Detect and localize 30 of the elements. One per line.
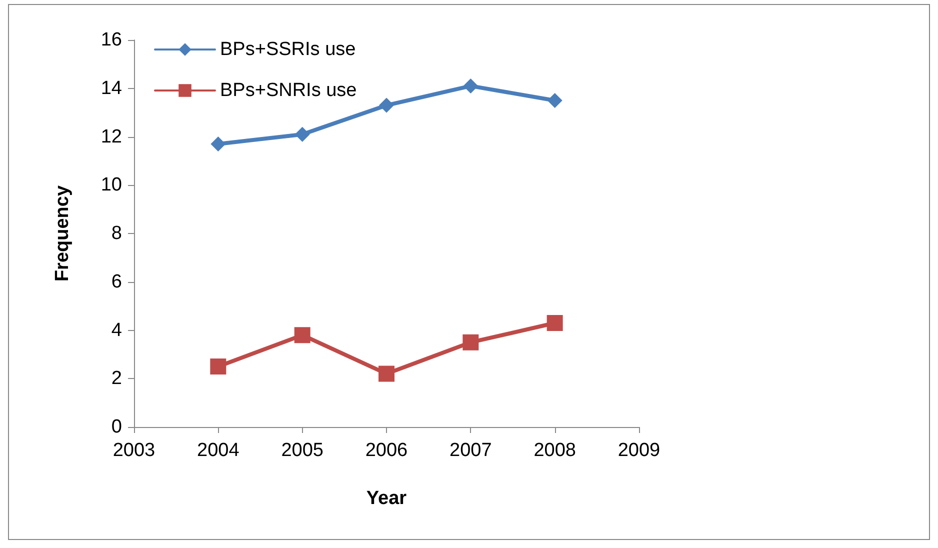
point: [378, 366, 394, 382]
point: [547, 92, 562, 108]
y-axis-title: Frequency: [52, 185, 73, 282]
y-tick-label: 2: [111, 368, 122, 390]
x-tick-label: 2006: [365, 440, 408, 461]
y-tick-label: 4: [111, 320, 122, 341]
legend-label: BPs+SNRIs use: [220, 80, 357, 101]
y-tick-label: 10: [100, 174, 122, 196]
y-tick-label: 0: [111, 416, 122, 438]
x-tick-label: 2007: [450, 440, 492, 461]
point: [210, 358, 226, 375]
y-tick-label: 8: [111, 223, 122, 244]
x-tick-label: 2004: [197, 440, 240, 461]
y-tick-label: 12: [100, 126, 122, 148]
point: [463, 78, 478, 94]
point: [294, 327, 310, 344]
point: [546, 314, 563, 331]
x-axis-title: Year: [366, 488, 408, 509]
y-tick-label: 14: [100, 78, 122, 99]
x-tick-label: 2005: [281, 440, 324, 461]
point: [379, 98, 394, 113]
legend-label: BPs+SSRIs use: [220, 39, 356, 60]
point: [462, 334, 479, 350]
x-tick-label: 2009: [618, 440, 660, 461]
y-tick-label: 6: [111, 271, 122, 292]
point: [210, 136, 226, 152]
point: [294, 126, 310, 142]
x-tick-label: 2003: [112, 440, 156, 461]
x-tick-label: 2008: [534, 440, 576, 461]
y-tick-label: 16: [100, 30, 122, 50]
